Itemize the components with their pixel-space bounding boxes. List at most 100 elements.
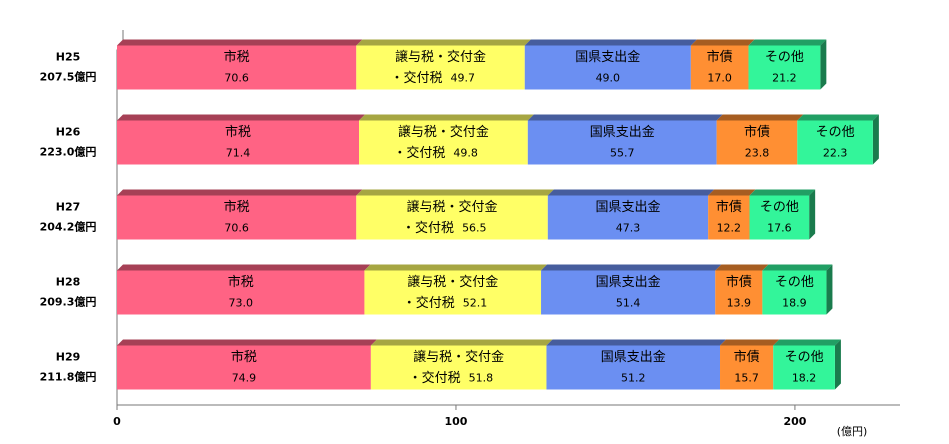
value-label: 55.7 (610, 147, 635, 160)
segment-name: 譲与税・交付金 (407, 199, 498, 215)
bar-top (364, 264, 548, 271)
category-label: H26 (56, 126, 81, 139)
bar (541, 270, 716, 315)
bar (356, 195, 548, 240)
total-label: 207.5億円 (40, 70, 97, 84)
bar-top (117, 264, 371, 271)
value-label: 51.2 (621, 372, 646, 385)
segment-name-suffix: ・交付税 (403, 295, 455, 311)
value-label: 73.0 (228, 297, 253, 310)
value-label: 18.2 (792, 372, 817, 385)
segment-name: 市税 (224, 199, 250, 215)
segment-name: 市債 (734, 349, 760, 365)
value-label: 22.3 (823, 147, 848, 160)
bar (716, 120, 798, 165)
value-label: 47.3 (616, 222, 641, 235)
bar-top (370, 339, 553, 346)
bar-top (117, 114, 366, 121)
value-label: 23.8 (745, 147, 770, 160)
bar (527, 120, 717, 165)
segment-name: 市債 (716, 199, 742, 215)
value-label: 70.6 (224, 222, 249, 235)
value-label: 18.9 (782, 297, 807, 310)
value-label: 21.2 (772, 72, 797, 85)
bar (690, 45, 749, 90)
bar-top (749, 189, 816, 196)
value-label: 13.9 (727, 297, 752, 310)
value-label: 74.9 (232, 372, 257, 385)
bar (749, 195, 810, 240)
bar (748, 45, 821, 90)
bar-top (773, 339, 841, 346)
segment-name: 譲与税・交付金 (395, 49, 486, 65)
segment-name: 市債 (726, 274, 752, 290)
value-label: 52.1 (463, 297, 488, 310)
category-label: H27 (56, 201, 81, 214)
bar-top (690, 39, 755, 46)
value-label: 51.4 (616, 297, 641, 310)
segment-name: その他 (775, 275, 814, 290)
bar-side (809, 189, 816, 240)
bar-top (527, 114, 723, 121)
bar-top (762, 264, 833, 271)
segment-name: 国県支出金 (601, 349, 666, 365)
segment-name-suffix: ・交付税 (409, 370, 461, 386)
value-label: 49.8 (453, 147, 478, 160)
bar (356, 45, 525, 90)
bar-top (117, 339, 377, 346)
total-label: 211.8億円 (40, 370, 97, 384)
bar (720, 345, 774, 390)
bar-top (546, 339, 727, 346)
segment-name: その他 (785, 350, 824, 365)
category-label: H28 (56, 276, 81, 289)
segment-name: その他 (816, 125, 855, 140)
bar-top (748, 39, 827, 46)
value-label: 51.8 (469, 372, 494, 385)
value-label: 49.0 (596, 72, 621, 85)
value-label: 17.6 (767, 222, 792, 235)
bar-side (834, 339, 841, 390)
bar-side (820, 39, 827, 90)
bar (715, 270, 763, 315)
bar-top (359, 114, 534, 121)
segment-name: 市税 (231, 349, 257, 365)
bar (773, 345, 835, 390)
total-label: 223.0億円 (40, 145, 97, 159)
value-label: 15.7 (734, 372, 759, 385)
bar-top (715, 264, 769, 271)
bar-side (826, 264, 833, 315)
x-tick-label: 0 (113, 415, 121, 428)
value-label: 12.2 (717, 222, 742, 235)
segment-name: 譲与税・交付金 (398, 124, 489, 140)
bar-top (117, 189, 363, 196)
bar (117, 345, 371, 390)
segment-name: 国県支出金 (575, 49, 640, 65)
value-label: 17.0 (707, 72, 732, 85)
bar-top (117, 39, 363, 46)
bar-top (356, 39, 531, 46)
bar-top (720, 339, 780, 346)
segment-name: 国県支出金 (596, 274, 661, 290)
segment-name: 市税 (228, 274, 254, 290)
bar (708, 195, 750, 240)
value-label: 71.4 (226, 147, 251, 160)
bar-top (547, 189, 715, 196)
segment-name: 譲与税・交付金 (413, 349, 504, 365)
bar (117, 270, 365, 315)
segment-name-suffix: ・交付税 (393, 145, 445, 161)
segment-name-suffix: ・交付税 (391, 70, 443, 86)
segment-name: 国県支出金 (595, 199, 660, 215)
segment-name: 市債 (744, 124, 770, 140)
bar (370, 345, 547, 390)
segment-name: 市税 (225, 124, 251, 140)
total-label: 204.2億円 (40, 220, 97, 234)
segment-name-suffix: ・交付税 (402, 220, 454, 236)
value-label: 49.7 (451, 72, 476, 85)
bar (117, 45, 357, 90)
bar-top (716, 114, 804, 121)
segment-name: 市債 (707, 49, 733, 65)
x-tick-label: 100 (444, 415, 467, 428)
bar (547, 195, 709, 240)
category-label: H25 (56, 51, 81, 64)
